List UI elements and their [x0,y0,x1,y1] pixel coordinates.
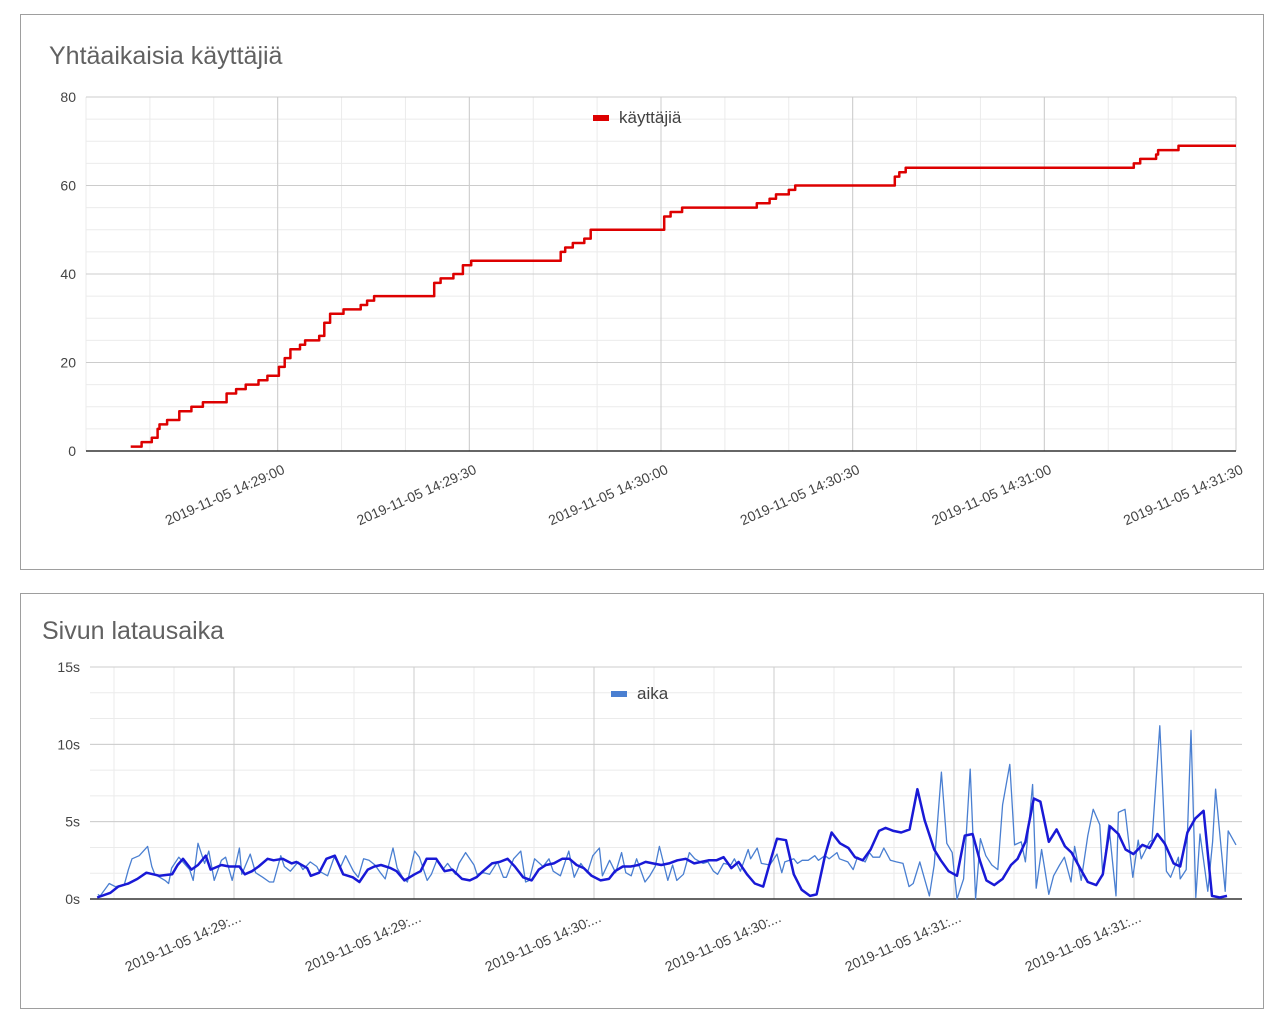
y-tick-label: 0 [68,443,76,459]
page-load-time-chart: 2019-11-05 14:29:... 2019-11-05 14:29:...… [57,659,1242,975]
chart-title: Yhtäaikaisia käyttäjiä [49,42,283,70]
y-tick-label: 0s [65,891,80,907]
legend-swatch [611,691,627,697]
y-tick-label: 20 [60,355,76,371]
x-tick-label: 2019-11-05 14:29:30 [354,461,479,528]
concurrent-users-chart: 2019-11-05 14:29:00 2019-11-05 14:29:30 20… [60,89,1246,528]
chart-title: Sivun latausaika [42,617,225,645]
x-tick-label: 2019-11-05 14:31:... [842,909,963,974]
x-tick-label: 2019-11-05 14:30:... [482,909,603,974]
y-tick-label: 80 [60,89,76,105]
page-load-time-chart-panel: Sivun latausaika 2019-11-05 14:29:... 201… [20,593,1264,1009]
x-tick-label: 2019-11-05 14:31:00 [929,461,1054,528]
x-tick-label: 2019-11-05 14:29:00 [163,461,288,528]
x-tick-label: 2019-11-05 14:31:... [1022,909,1143,974]
legend-label: aika [637,684,669,703]
x-tick-label: 2019-11-05 14:30:30 [738,461,863,528]
moving-average-line [96,787,1228,899]
x-tick-label: 2019-11-05 14:29:... [122,909,243,974]
x-tick-label: 2019-11-05 14:31:30 [1121,461,1246,528]
concurrent-users-chart-panel: Yhtäaikaisia käyttäjiä 2019-11-05 14:29:… [20,14,1264,570]
legend-swatch [593,115,609,121]
x-tick-label: 2019-11-05 14:30:00 [546,461,671,528]
y-tick-label: 5s [65,814,80,830]
y-tick-label: 10s [57,736,80,752]
x-tick-label: 2019-11-05 14:29:... [302,909,423,974]
series-line [130,144,1236,448]
y-tick-label: 60 [60,178,76,194]
y-tick-label: 40 [60,266,76,282]
series-line [97,725,1237,900]
x-tick-label: 2019-11-05 14:30:... [662,909,783,974]
legend-label: käyttäjiä [619,108,682,127]
y-tick-label: 15s [57,659,80,675]
